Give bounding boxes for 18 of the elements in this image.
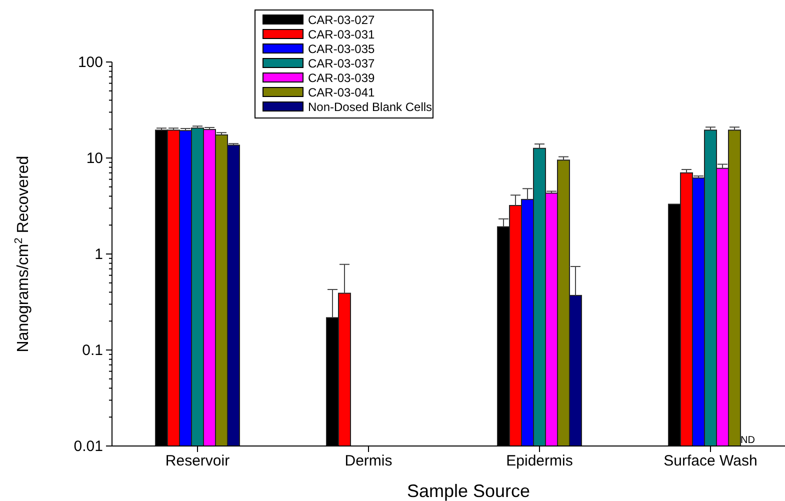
legend-label: CAR-03-039 xyxy=(308,71,376,85)
x-tick-label: Epidermis xyxy=(506,452,573,470)
legend-label: CAR-03-031 xyxy=(308,28,376,42)
y-tick-label: 10 xyxy=(86,150,103,167)
x-tick-label: Dermis xyxy=(344,452,392,470)
x-tick-label: Reservoir xyxy=(165,452,230,470)
y-tick-label: 1 xyxy=(94,246,103,263)
y-tick-label: 0.1 xyxy=(82,342,103,359)
legend-label: CAR-03-035 xyxy=(308,42,376,56)
y-tick-label: 0.01 xyxy=(74,438,103,455)
y-tick-label: 100 xyxy=(78,54,103,71)
x-axis-title: Sample Source xyxy=(406,481,530,501)
x-tick-label: Surface Wash xyxy=(664,452,758,470)
legend-label: CAR-03-027 xyxy=(308,13,376,27)
legend-label: CAR-03-037 xyxy=(308,56,376,70)
legend-label: Non-Dosed Blank Cells xyxy=(308,100,432,114)
legend-label: CAR-03-041 xyxy=(308,86,376,100)
annotation: ND xyxy=(740,435,755,446)
